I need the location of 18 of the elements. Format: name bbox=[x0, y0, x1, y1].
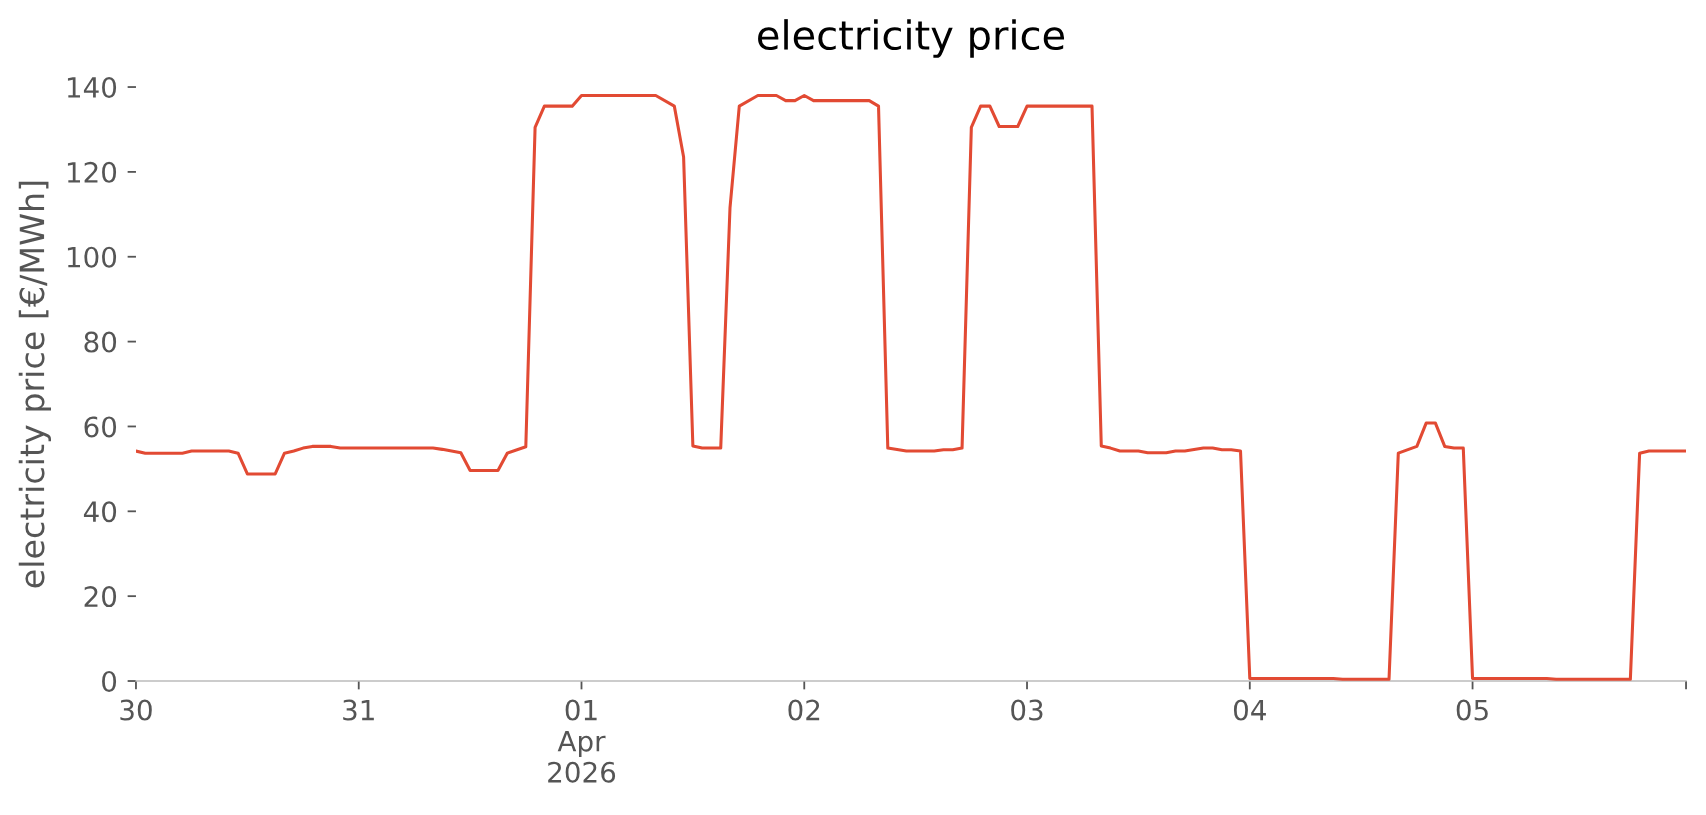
line-series bbox=[135, 94, 1687, 681]
y-tick-label: 0 bbox=[102, 670, 117, 692]
y-tick-label: 40 bbox=[83, 501, 117, 523]
x-tick-label: 05 bbox=[1456, 699, 1488, 721]
x-tick-label: 31 bbox=[343, 699, 374, 721]
x-tick-label: 30 bbox=[120, 699, 152, 721]
y-tick-label: 20 bbox=[84, 586, 117, 608]
y-tick-label: 100 bbox=[67, 246, 117, 268]
y-tick-label: 60 bbox=[84, 416, 117, 438]
x-tick-label: 03 bbox=[1011, 699, 1043, 721]
y-tick-label: 140 bbox=[67, 76, 117, 98]
x-tick-label: 04 bbox=[1233, 699, 1266, 721]
y-tick-label: 80 bbox=[84, 331, 117, 353]
y-axis-title: electricity price [€/MWh] bbox=[18, 181, 51, 588]
x-tick-label: 02 bbox=[788, 699, 820, 721]
y-tick-label: 120 bbox=[67, 161, 117, 183]
x-tick-label: 01 Apr 2026 bbox=[548, 699, 616, 783]
chart-title: electricity price bbox=[758, 19, 1065, 58]
